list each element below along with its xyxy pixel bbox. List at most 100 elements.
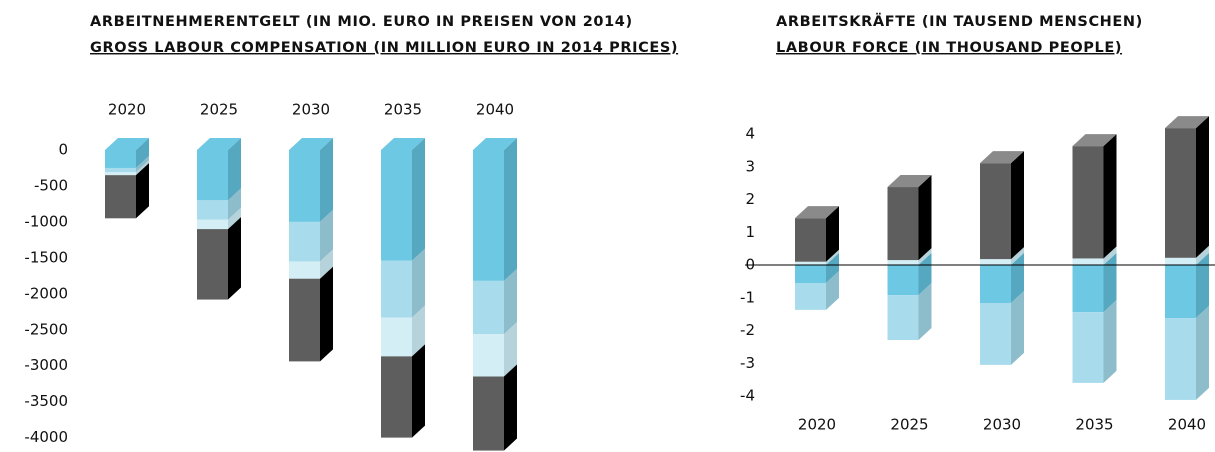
bar-side xyxy=(918,175,932,261)
bar-segment xyxy=(289,261,320,279)
bar-side xyxy=(504,268,517,335)
bar-segment xyxy=(795,283,826,310)
bar-top xyxy=(1165,116,1209,129)
bar-segment xyxy=(887,265,919,296)
bar-top xyxy=(795,206,839,219)
bar-side xyxy=(504,364,517,451)
bar-side xyxy=(504,322,517,377)
bar-side xyxy=(1196,245,1209,265)
bar-segment xyxy=(381,150,412,261)
x-tick-label: 2040 xyxy=(476,101,514,119)
bar-side xyxy=(228,217,241,300)
bar-segment xyxy=(197,229,228,300)
bar-side xyxy=(1103,300,1117,383)
x-tick-label: 2040 xyxy=(1168,416,1206,434)
x-tick-label: 2035 xyxy=(384,101,422,119)
bar-side xyxy=(1011,247,1024,265)
y-tick-label: 2 xyxy=(745,190,755,208)
bar-segment xyxy=(473,280,504,335)
bar-segment xyxy=(980,302,1011,365)
bar-side xyxy=(1011,290,1024,365)
bar-side xyxy=(320,209,333,262)
bar-side xyxy=(1196,306,1209,400)
bar-segment xyxy=(795,265,826,284)
x-tick-label: 2030 xyxy=(983,416,1021,434)
bar-side xyxy=(228,138,241,201)
bar-segment xyxy=(381,260,412,318)
bar-side xyxy=(826,253,839,284)
bar-top xyxy=(473,138,517,150)
bar-segment xyxy=(1072,265,1104,313)
x-tick-label: 2030 xyxy=(292,101,330,119)
bar-segment xyxy=(289,150,320,222)
y-tick-label: 3 xyxy=(745,157,755,175)
bar-segment xyxy=(473,376,504,451)
y-tick-label: -3500 xyxy=(24,392,68,410)
y-tick-label: -2000 xyxy=(24,284,68,302)
bar-segment xyxy=(105,150,136,168)
bar-side xyxy=(504,138,517,281)
x-tick-label: 2020 xyxy=(798,416,836,434)
bar-side xyxy=(412,344,425,438)
bar-segment xyxy=(197,219,228,230)
bar-segment xyxy=(1165,265,1196,319)
bar-segment xyxy=(1072,146,1104,259)
y-tick-label: -500 xyxy=(34,176,68,194)
y-tick-label: -2500 xyxy=(24,320,68,338)
bar-segment xyxy=(289,221,320,262)
bar-segment xyxy=(980,163,1011,260)
y-tick-label: 0 xyxy=(58,141,68,159)
bar-segment xyxy=(381,356,412,438)
y-tick-label: -1000 xyxy=(24,212,68,230)
x-tick-label: 2020 xyxy=(108,101,146,119)
bar-top xyxy=(381,138,425,150)
x-tick-label: 2035 xyxy=(1075,416,1113,434)
y-tick-label: -3 xyxy=(740,354,755,372)
bar-segment xyxy=(381,317,412,357)
chart-title: ARBEITSKRÄFTE (IN TAUSEND MENSCHEN) xyxy=(776,13,1143,30)
chart-title: ARBEITNEHMERENTGELT (IN MIO. EURO IN PRE… xyxy=(90,14,633,30)
bar-side xyxy=(826,206,839,262)
bar-side xyxy=(1103,134,1117,259)
bar-segment xyxy=(1072,258,1104,265)
bar-segment xyxy=(289,278,320,362)
bar-segment xyxy=(887,187,919,261)
x-tick-label: 2025 xyxy=(200,101,238,119)
y-tick-label: -3000 xyxy=(24,356,68,374)
bar-side xyxy=(1011,151,1024,260)
bar-segment xyxy=(795,261,826,265)
bar-segment xyxy=(473,150,504,281)
bar-side xyxy=(826,249,839,265)
bar-segment xyxy=(980,265,1011,303)
bar-top xyxy=(1072,134,1117,147)
bar-segment xyxy=(1165,257,1196,265)
bar-top xyxy=(197,138,241,150)
bar-top xyxy=(887,175,932,188)
bar-segment xyxy=(197,150,228,201)
bar-top xyxy=(980,151,1024,164)
bar-side xyxy=(228,207,241,230)
y-tick-label: -2 xyxy=(740,321,755,339)
bar-segment xyxy=(1072,312,1104,383)
y-tick-label: -1500 xyxy=(24,248,68,266)
bar-top xyxy=(289,138,333,150)
bar-side xyxy=(320,266,333,362)
bar-segment xyxy=(1165,128,1196,258)
bar-side xyxy=(136,160,149,176)
y-tick-label: 1 xyxy=(745,223,755,241)
bar-top xyxy=(105,138,149,150)
bar-segment xyxy=(197,200,228,220)
bar-side xyxy=(826,271,839,310)
bar-side xyxy=(1196,253,1209,319)
bar-segment xyxy=(795,218,826,262)
bar-side xyxy=(412,138,425,261)
bar-segment xyxy=(473,334,504,377)
bar-side xyxy=(136,155,149,173)
bar-side xyxy=(412,305,425,357)
x-tick-label: 2025 xyxy=(890,416,928,434)
chart-subtitle: LABOUR FORCE (IN THOUSAND PEOPLE) xyxy=(776,40,1122,56)
bar-side xyxy=(320,249,333,279)
bar-side xyxy=(412,248,425,318)
bar-segment xyxy=(1165,318,1196,400)
